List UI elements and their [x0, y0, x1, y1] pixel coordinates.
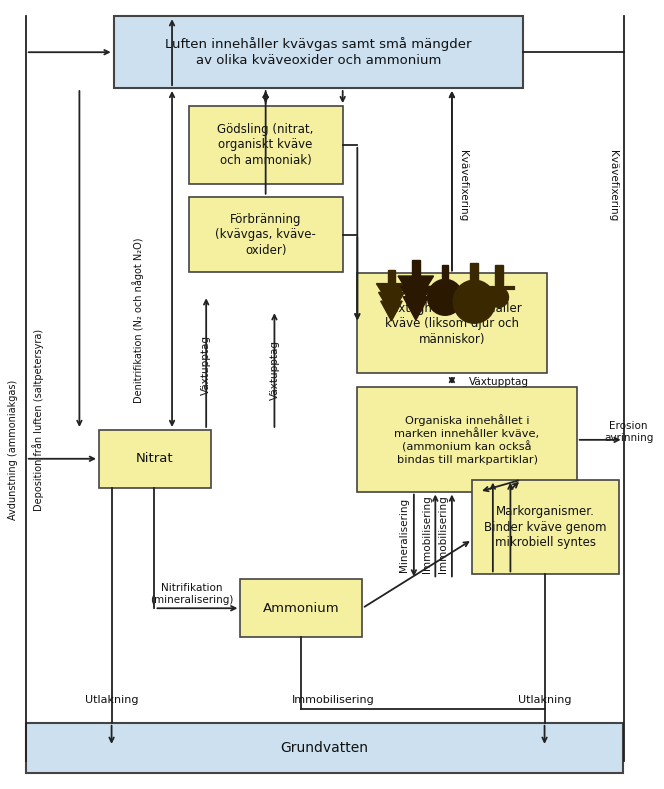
Polygon shape	[378, 293, 404, 314]
Bar	[99, 430, 211, 488]
Bar	[357, 274, 548, 373]
Text: Kvävefixering: Kvävefixering	[608, 150, 618, 222]
Text: Växtligheten innehåller
kväve (liksom djur och
människor): Växtligheten innehåller kväve (liksom dj…	[384, 301, 521, 346]
Text: Växtupptag: Växtupptag	[469, 377, 529, 387]
Text: Ammonium: Ammonium	[263, 602, 339, 615]
Bar	[472, 480, 619, 574]
Text: Immobilisering: Immobilisering	[422, 495, 432, 574]
Text: Markorganismer.
Binder kväve genom
mikrobiell syntes: Markorganismer. Binder kväve genom mikro…	[484, 505, 607, 549]
Text: Denitrifikation (N₂ och något N₂O): Denitrifikation (N₂ och något N₂O)	[132, 237, 144, 403]
Polygon shape	[376, 283, 406, 308]
Bar	[388, 271, 394, 283]
Bar	[357, 387, 577, 492]
Text: Erosion
avrinning: Erosion avrinning	[604, 421, 653, 443]
Text: Nitrat: Nitrat	[136, 452, 174, 466]
Bar	[26, 723, 623, 772]
Text: Avdunstning (ammoniakgas): Avdunstning (ammoniakgas)	[8, 380, 18, 520]
Text: Växtupptag: Växtupptag	[201, 335, 211, 395]
Polygon shape	[398, 276, 434, 305]
Text: Immobilisering: Immobilisering	[291, 695, 374, 705]
Bar	[495, 265, 503, 286]
Text: Kvävefixering: Kvävefixering	[457, 150, 467, 222]
Text: Mineralisering: Mineralisering	[399, 497, 409, 571]
Text: Gödsling (nitrat,
organiskt kväve
och ammoniak): Gödsling (nitrat, organiskt kväve och am…	[218, 123, 314, 167]
Bar	[412, 260, 420, 276]
Text: Organiska innehållet i
marken innehåller kväve,
(ammonium kan också
bindas till : Organiska innehållet i marken innehåller…	[394, 414, 540, 465]
Bar	[470, 264, 479, 280]
Text: Utlakning: Utlakning	[85, 695, 138, 705]
Text: Luften innehåller kvävgas samt små mängder
av olika kväveoxider och ammonium: Luften innehåller kvävgas samt små mängd…	[165, 37, 471, 67]
Bar	[189, 196, 343, 272]
Text: Förbränning
(kvävgas, kväve-
oxider): Förbränning (kvävgas, kväve- oxider)	[215, 212, 316, 256]
Text: Utlakning: Utlakning	[518, 695, 571, 705]
Text: Immobilisering: Immobilisering	[438, 495, 448, 574]
Polygon shape	[400, 286, 431, 312]
Text: Nitrifikation
(mineralisering): Nitrifikation (mineralisering)	[150, 583, 233, 605]
Ellipse shape	[428, 279, 463, 316]
Text: Deposition från luften (saltpetersyra): Deposition från luften (saltpetersyra)	[33, 329, 44, 511]
Polygon shape	[403, 297, 428, 320]
Ellipse shape	[454, 280, 495, 323]
Text: Växtupptag: Växtupptag	[270, 340, 280, 400]
Polygon shape	[380, 301, 402, 321]
Bar	[442, 265, 448, 279]
Bar	[189, 106, 343, 184]
Circle shape	[489, 287, 509, 307]
Bar	[114, 17, 523, 88]
Bar	[240, 579, 362, 638]
Text: Grundvatten: Grundvatten	[280, 741, 368, 755]
